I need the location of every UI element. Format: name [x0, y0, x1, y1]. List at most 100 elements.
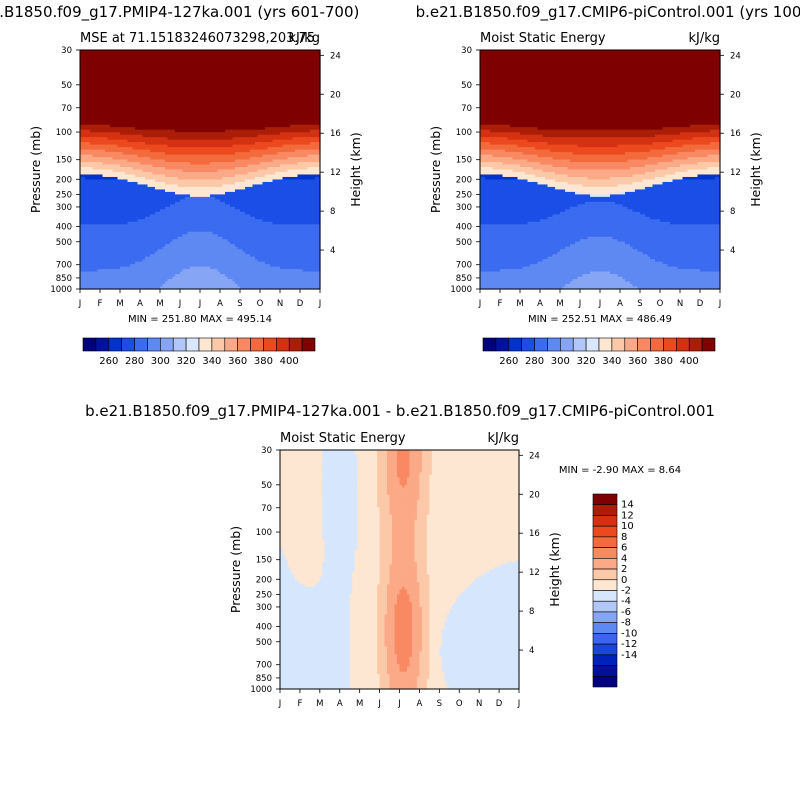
contour-cell — [492, 72, 496, 76]
contour-cell — [552, 199, 556, 203]
contour-cell — [537, 236, 541, 240]
contour-cell — [537, 259, 541, 263]
contour-cell — [557, 204, 561, 208]
contour-cell — [500, 246, 504, 250]
contour-cell — [555, 102, 559, 106]
contour-cell — [500, 241, 504, 245]
contour-cell — [565, 234, 569, 238]
contour-cell — [482, 97, 486, 101]
contour-cell — [487, 209, 491, 213]
contour-cell — [510, 92, 514, 96]
contour-cell — [552, 229, 556, 233]
contour-cell — [502, 72, 506, 76]
contour-cell — [557, 199, 561, 203]
contour-cell — [515, 82, 519, 86]
contour-cell — [565, 99, 569, 103]
contour-cell — [490, 154, 494, 158]
contour-cell — [530, 122, 534, 126]
contour-cell — [522, 59, 526, 64]
contour-cell — [557, 231, 561, 235]
contour-cell — [510, 102, 514, 106]
contour-cell — [522, 54, 526, 59]
contour-cell — [535, 179, 539, 183]
contour-cell — [487, 129, 491, 133]
contour-cell — [505, 194, 509, 198]
contour-cell — [512, 157, 516, 161]
contour-cell — [500, 114, 504, 118]
contour-cell — [545, 214, 549, 218]
contour-cell — [552, 127, 556, 131]
contour-cell — [532, 72, 536, 76]
contour-cell — [512, 229, 516, 233]
contour-cell — [497, 194, 501, 198]
contour-cell — [535, 144, 539, 148]
contour-cell — [487, 162, 491, 166]
contour-cell — [515, 179, 519, 183]
contour-cell — [492, 102, 496, 106]
contour-cell — [547, 249, 551, 253]
contour-cell — [502, 57, 506, 61]
contour-cell — [562, 246, 566, 250]
contour-cell — [542, 114, 546, 118]
contour-cell — [550, 261, 554, 265]
contour-cell — [522, 82, 526, 86]
contour-cell — [550, 199, 554, 203]
contour-cell — [552, 122, 556, 126]
contour-cell — [542, 50, 546, 54]
contour-cell — [497, 229, 501, 233]
contour-cell — [527, 216, 531, 220]
contour-cell — [517, 206, 521, 210]
contour-cell — [547, 154, 551, 158]
contour-cell — [550, 74, 554, 78]
contour-cell — [542, 186, 546, 191]
contour-cell — [547, 112, 551, 116]
contour-cell — [510, 74, 514, 78]
contour-cell — [520, 112, 524, 116]
contour-cell — [517, 87, 521, 91]
contour-cell — [512, 129, 516, 133]
contour-cell — [500, 134, 504, 138]
contour-cell — [487, 261, 491, 265]
contour-cell — [485, 216, 489, 220]
contour-cell — [537, 99, 541, 103]
contour-cell — [522, 274, 526, 278]
contour-cell — [505, 251, 509, 255]
contour-cell — [527, 82, 531, 86]
contour-cell — [492, 57, 496, 61]
contour-cell — [485, 189, 489, 193]
contour-cell — [515, 269, 519, 273]
contour-cell — [492, 236, 496, 240]
contour-cell — [497, 159, 501, 163]
contour-cell — [552, 50, 556, 54]
contour-cell — [532, 194, 536, 198]
contour-cell — [495, 94, 499, 98]
contour-cell — [562, 201, 566, 205]
contour-cell — [522, 134, 526, 138]
contour-cell — [510, 127, 514, 131]
contour-cell — [515, 74, 519, 78]
contour-cell — [482, 251, 486, 255]
contour-cell — [525, 171, 529, 176]
contour-cell — [552, 174, 556, 178]
contour-cell — [485, 69, 489, 74]
contour-cell — [555, 62, 559, 66]
contour-cell — [525, 157, 529, 161]
contour-cell — [530, 244, 534, 248]
contour-cell — [562, 79, 566, 83]
contour-cell — [540, 216, 544, 220]
contour-cell — [482, 279, 486, 283]
contour-cell — [510, 261, 514, 265]
contour-cell — [480, 124, 484, 128]
contour-cell — [510, 129, 514, 133]
contour-cell — [527, 246, 531, 250]
contour-cell — [565, 112, 569, 116]
contour-cell — [555, 281, 559, 285]
contour-cell — [525, 97, 529, 101]
contour-cell — [480, 216, 484, 220]
contour-cell — [562, 102, 566, 106]
contour-cell — [507, 199, 511, 203]
contour-cell — [555, 147, 559, 151]
contour-cell — [565, 221, 569, 225]
contour-cell — [480, 107, 484, 111]
contour-cell — [520, 109, 524, 113]
